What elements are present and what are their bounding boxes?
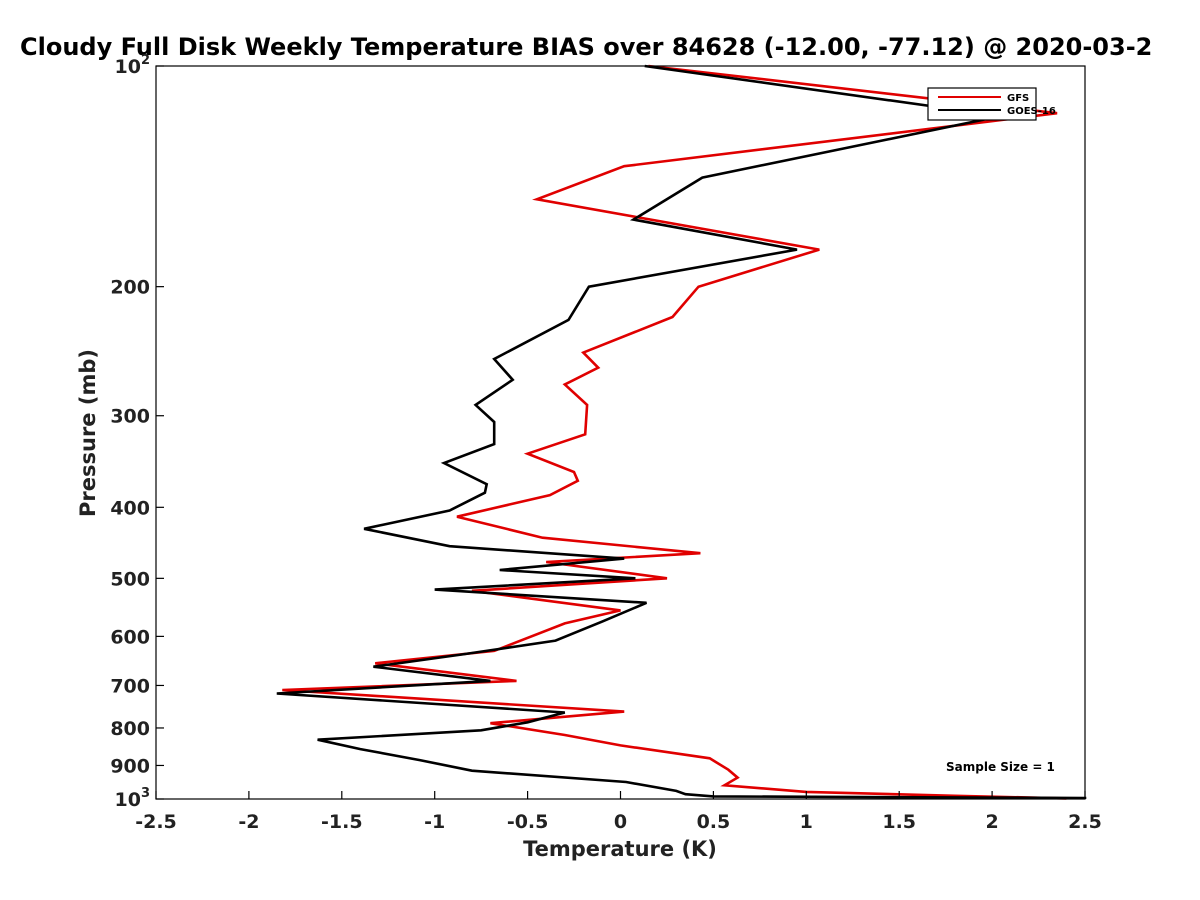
y-tick-label: 400 bbox=[110, 497, 150, 519]
x-tick-label: -0.5 bbox=[507, 811, 549, 833]
chart-title: Cloudy Full Disk Weekly Temperature BIAS… bbox=[20, 33, 1152, 61]
y-tick-label: 600 bbox=[110, 626, 150, 648]
x-axis-label: Temperature (K) bbox=[523, 837, 717, 861]
x-tick-label: -2 bbox=[238, 811, 259, 833]
x-tick-label: 2.5 bbox=[1068, 811, 1102, 833]
series-line-goes16 bbox=[276, 64, 1087, 800]
y-tick-label: 500 bbox=[110, 568, 150, 590]
y-axis: 102 200 300 400 500 600 700 800 900 103 bbox=[110, 53, 164, 811]
y-tick-label: 300 bbox=[110, 406, 150, 428]
plot-lines bbox=[276, 64, 1087, 800]
series-line-gfs bbox=[282, 64, 1067, 800]
legend-label-goes16: GOES-16 bbox=[1007, 106, 1056, 117]
x-tick-label: 0 bbox=[614, 811, 627, 833]
y-tick-label: 900 bbox=[110, 755, 150, 777]
x-tick-label: -1 bbox=[424, 811, 445, 833]
y-axis-label: Pressure (mb) bbox=[76, 349, 100, 517]
x-tick-label: 1.5 bbox=[882, 811, 916, 833]
y-tick-label: 800 bbox=[110, 718, 150, 740]
x-tick-label: 0.5 bbox=[697, 811, 731, 833]
x-axis: -2.5 -2 -1.5 -1 -0.5 0 0.5 1 1.5 2 2.5 bbox=[135, 791, 1102, 833]
sample-size-annotation: Sample Size = 1 bbox=[946, 760, 1055, 774]
legend: GFS GOES-16 bbox=[927, 87, 1056, 121]
legend-box bbox=[927, 87, 1037, 121]
y-tick-label: 700 bbox=[110, 675, 150, 697]
x-tick-label: 2 bbox=[985, 811, 998, 833]
x-tick-label: 1 bbox=[800, 811, 813, 833]
x-tick-label: -1.5 bbox=[321, 811, 363, 833]
x-tick-label: -2.5 bbox=[135, 811, 177, 833]
y-tick-label: 102 bbox=[115, 53, 151, 78]
legend-label-gfs: GFS bbox=[1007, 93, 1029, 104]
y-tick-label: 200 bbox=[110, 277, 150, 299]
y-tick-label: 103 bbox=[115, 786, 151, 811]
